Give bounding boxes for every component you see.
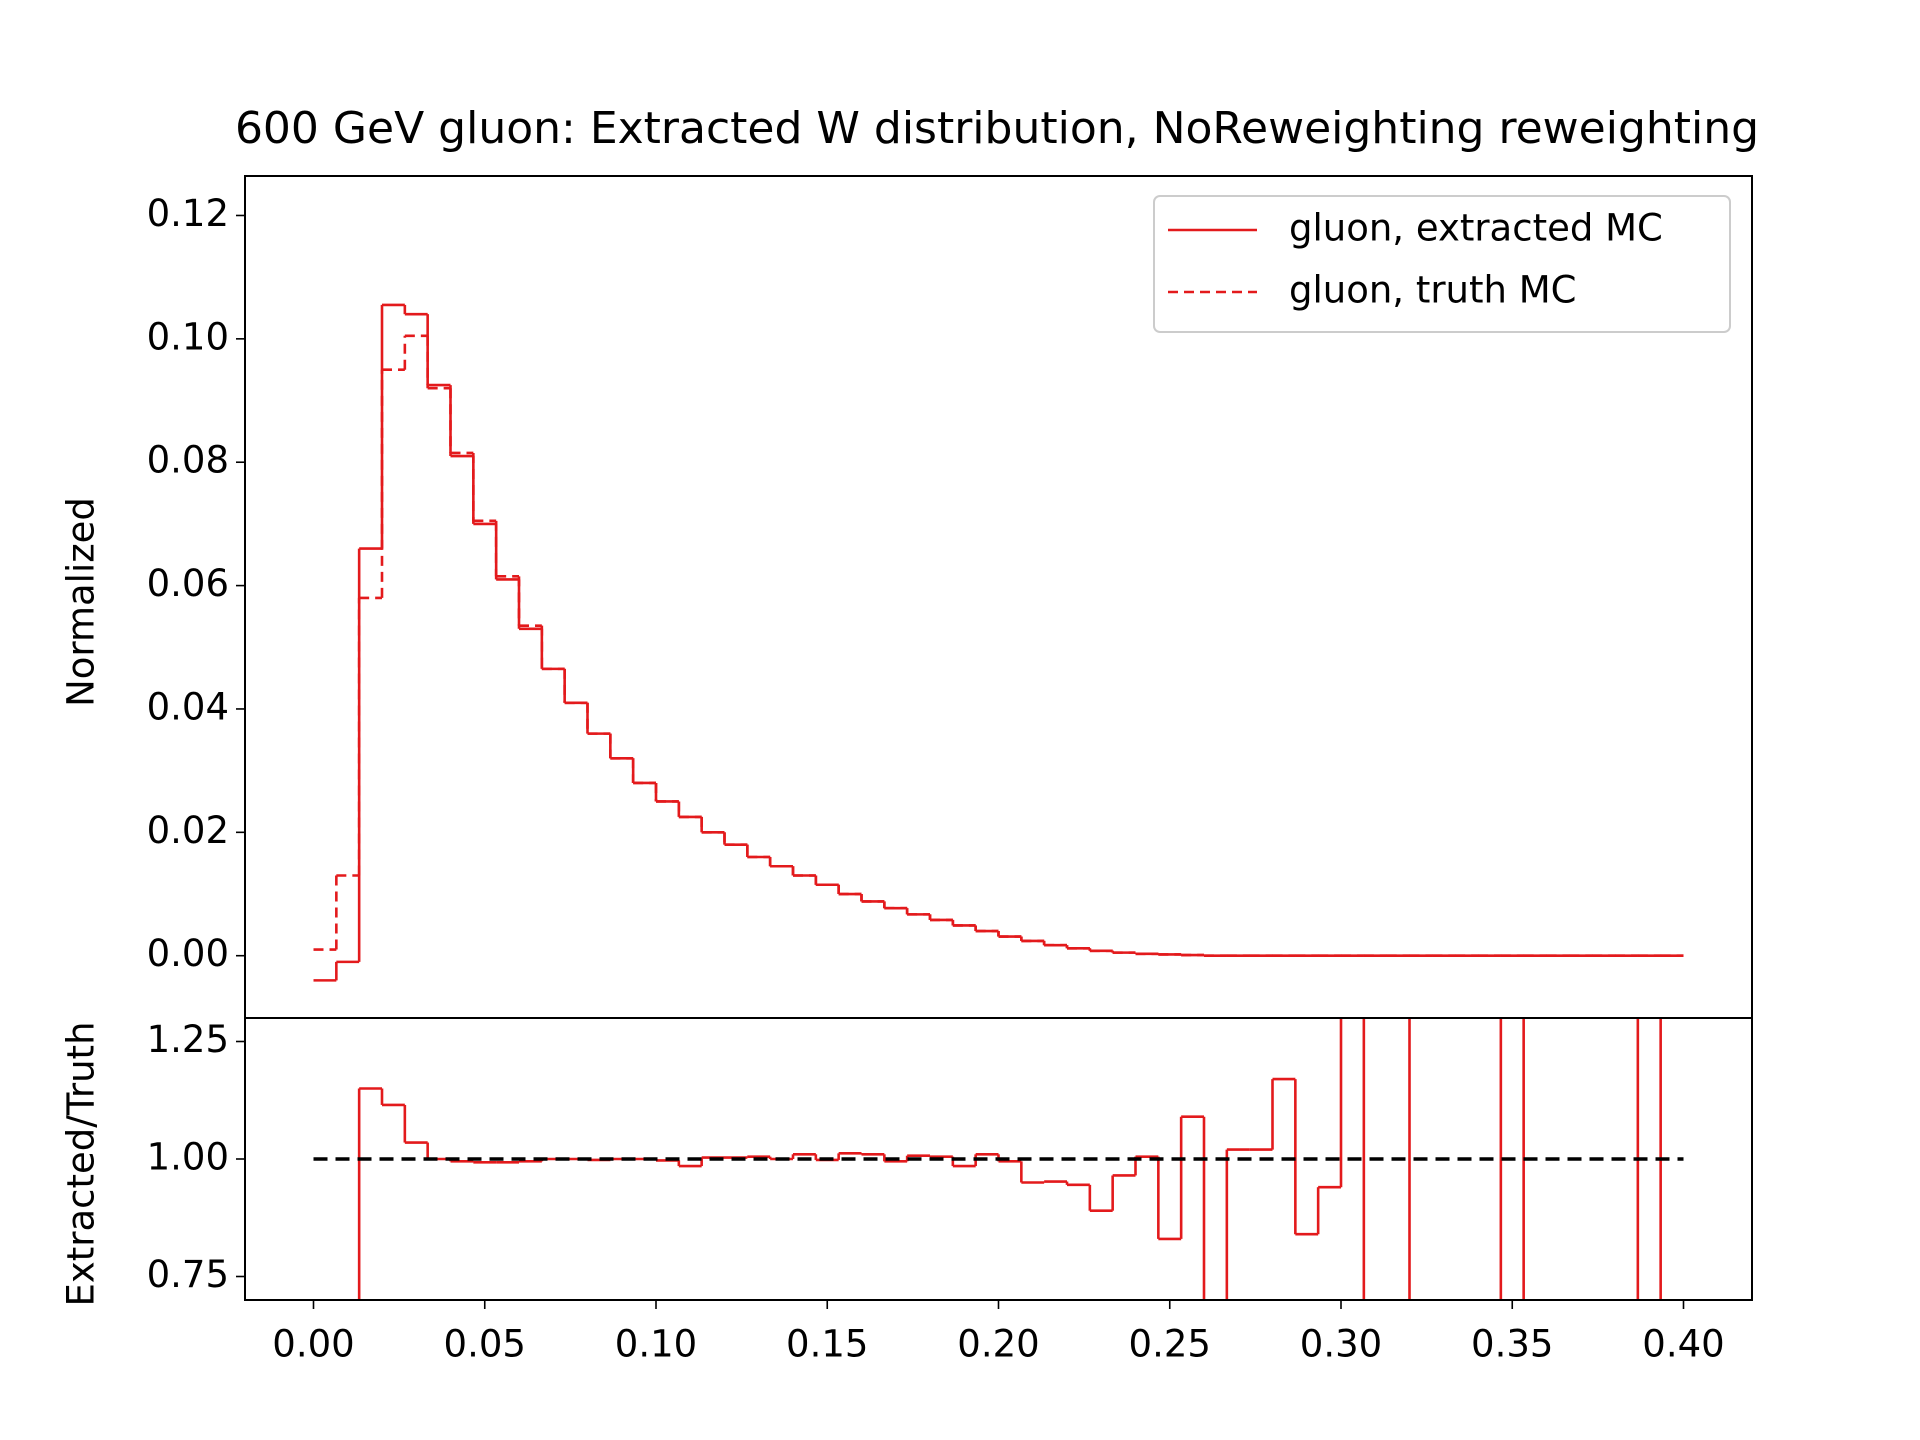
- x-tick-label: 0.00: [272, 1323, 354, 1366]
- x-tick-label: 0.15: [786, 1323, 868, 1366]
- y-tick-label: 0.02: [147, 809, 229, 852]
- y-tick-label: 0.08: [147, 439, 229, 482]
- chart-title: 600 GeV gluon: Extracted W distribution,…: [235, 103, 1759, 154]
- x-tick-label: 0.30: [1300, 1323, 1382, 1366]
- y-tick-label: 0.12: [147, 192, 229, 235]
- legend-label: gluon, extracted MC: [1289, 207, 1663, 250]
- y-tick-label: 0.06: [147, 562, 229, 605]
- y-tick-label: 0.00: [147, 932, 229, 975]
- y-tick-label: 0.04: [147, 685, 229, 728]
- x-tick-label: 0.20: [957, 1323, 1039, 1366]
- y-tick-label: 0.75: [147, 1253, 229, 1296]
- plot-area: [313, 303, 1684, 982]
- x-tick-label: 0.25: [1129, 1323, 1211, 1366]
- y-axis-label: Extracted/Truth: [60, 1021, 103, 1306]
- y-tick-label: 1.00: [147, 1136, 229, 1179]
- y-axis-label: Normalized: [60, 497, 103, 707]
- x-tick-label: 0.40: [1642, 1323, 1724, 1366]
- legend-box: [1153, 195, 1731, 333]
- plot-area: [313, 1018, 1684, 1300]
- y-tick-label: 0.10: [147, 315, 229, 358]
- y-tick-label: 1.25: [147, 1018, 229, 1061]
- x-tick-label: 0.05: [444, 1323, 526, 1366]
- legend-label: gluon, truth MC: [1289, 269, 1576, 312]
- x-tick-label: 0.35: [1471, 1323, 1553, 1366]
- axes-frame: [244, 1017, 1753, 1301]
- x-tick-label: 0.10: [615, 1323, 697, 1366]
